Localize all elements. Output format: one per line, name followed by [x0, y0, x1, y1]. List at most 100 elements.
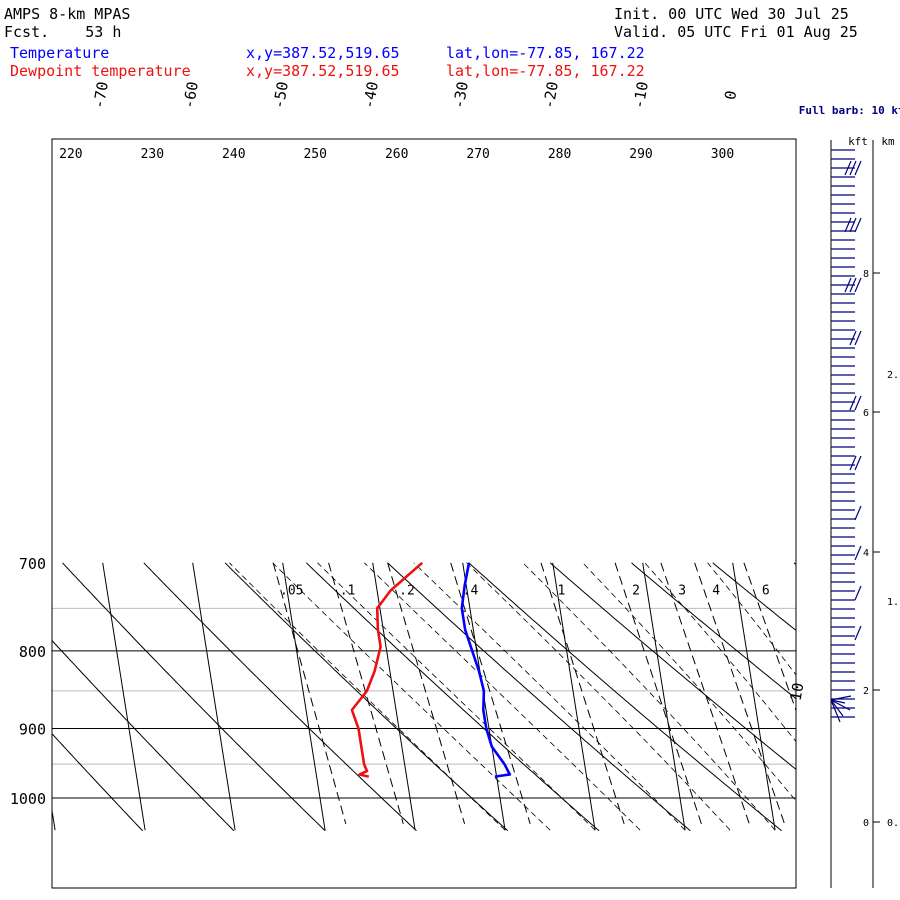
pressure-label-1000: 1000 [10, 790, 46, 808]
mixing-ratio-line [450, 562, 531, 825]
kft-tick-label: 2 [863, 686, 869, 697]
pressure-label-700: 700 [19, 555, 46, 573]
isotherm-line [823, 563, 865, 830]
isotherm-line [552, 562, 596, 831]
theta-label: 250 [303, 147, 326, 162]
moist-adiabat [413, 562, 686, 831]
isotherm-line [642, 562, 686, 831]
wind-barb-flag [849, 395, 857, 411]
dry-adiabat [52, 639, 235, 832]
moist-adiabat [229, 562, 506, 831]
wind-barb-flag [849, 160, 857, 176]
wind-barb-flag [854, 395, 862, 411]
temperature-label: -50 [270, 80, 292, 110]
init-time: Init. 00 UTC Wed 30 Jul 25 [614, 5, 849, 23]
wind-barb-flag [854, 505, 862, 521]
isotherm-line [282, 562, 326, 831]
dry-adiabat [549, 562, 796, 770]
plot-area [52, 562, 865, 832]
moist-adiabat [272, 562, 551, 831]
moist-adiabat [466, 562, 731, 831]
mixing-ratio-line [660, 562, 750, 825]
mixing-ratio-label: 4 [712, 583, 720, 598]
pressure-label-800: 800 [19, 643, 46, 661]
dry-adiabat [468, 562, 782, 832]
wind-barb-flag [854, 625, 862, 641]
mixing-ratio-label: .1 [340, 583, 356, 598]
isotherm-line [102, 562, 146, 831]
temperature-label: 10 [787, 681, 808, 702]
mixing-ratio-line [694, 562, 786, 825]
mixing-ratio-line [743, 562, 796, 712]
kft-tick-label: 0 [863, 818, 869, 829]
km-tick-label: 2. [887, 370, 899, 381]
mixing-ratio-label: 3 [678, 583, 686, 598]
temperature-legend-latlon: lat,lon=-77.85, 167.22 [446, 44, 645, 62]
wind-barb-flag [854, 277, 862, 293]
kft-tick-label: 8 [863, 269, 869, 280]
dewpoint-legend-latlon: lat,lon=-77.85, 167.22 [446, 62, 645, 80]
temperature-label: -60 [180, 80, 202, 110]
wind-barb-flag [854, 160, 862, 176]
km-tick-label: 1. [887, 597, 899, 608]
wind-barb-flag [854, 585, 862, 601]
mixing-ratio-line [272, 562, 347, 824]
wind-barb-flag [844, 160, 852, 176]
wind-barb-flag [854, 545, 862, 561]
mixing-ratio-line [540, 562, 625, 825]
wind-barb-flag [849, 330, 857, 346]
dry-adiabat [306, 562, 600, 832]
temperature-label: -40 [360, 80, 382, 110]
wind-barb-flag [844, 217, 852, 233]
mixing-ratio-label: .4 [463, 583, 479, 598]
theta-label: 240 [222, 147, 245, 162]
temperature-label: -10 [630, 80, 652, 110]
mixing-ratio-label: 6 [762, 583, 770, 598]
wind-barbs [830, 149, 862, 723]
mixing-ratio-label: .2 [399, 583, 415, 598]
forecast-hour: Fcst. 53 h [4, 23, 122, 41]
dry-adiabat [712, 562, 796, 632]
temperature-label: -20 [540, 80, 562, 110]
temperature-legend-label: Temperature [10, 44, 110, 62]
temperature-label: -30 [450, 80, 472, 110]
moist-adiabat [522, 562, 776, 831]
kft-axis-label: kft [848, 135, 868, 148]
wind-barb-flag [844, 277, 852, 293]
moist-adiabat [364, 562, 641, 831]
temperature-profile [460, 562, 512, 778]
wind-barb-legend: Full barb: 10 kts [799, 104, 900, 117]
isotherm-line [192, 562, 236, 831]
mixing-ratio-label: .05 [280, 583, 303, 598]
theta-label: 230 [141, 147, 164, 162]
wind-barb-flag [854, 217, 862, 233]
km-axis-label: km [881, 135, 895, 148]
mixing-ratio-label: 1 [557, 583, 565, 598]
dry-adiabat [52, 732, 143, 832]
dry-adiabat [62, 562, 326, 832]
isotherm-line [732, 562, 776, 831]
dewpoint-legend-xy: x,y=387.52,519.65 [246, 62, 400, 80]
dewpoint-profile [350, 561, 424, 778]
km-tick-label: 0. [887, 818, 899, 829]
theta-label: 280 [548, 147, 571, 162]
mixing-ratio-line [387, 562, 466, 824]
temperature-legend-xy: x,y=387.52,519.65 [246, 44, 400, 62]
mixing-ratio-line [328, 562, 404, 824]
wind-barb-flag [854, 330, 862, 346]
dry-adiabat [631, 562, 796, 700]
temperature-label: 0 [721, 89, 740, 101]
kft-tick-label: 6 [863, 408, 869, 419]
isotherm-line [372, 562, 416, 831]
moist-adiabat [644, 562, 796, 743]
valid-time: Valid. 05 UTC Fri 01 Aug 25 [614, 23, 858, 41]
theta-label: 290 [629, 147, 652, 162]
mixing-ratio-line [614, 562, 702, 825]
wind-barb [830, 699, 846, 704]
plot-frame [51, 138, 797, 889]
wind-barb-flag [849, 455, 857, 471]
temperature-label: -70 [90, 80, 112, 110]
dry-adiabat [143, 562, 417, 832]
